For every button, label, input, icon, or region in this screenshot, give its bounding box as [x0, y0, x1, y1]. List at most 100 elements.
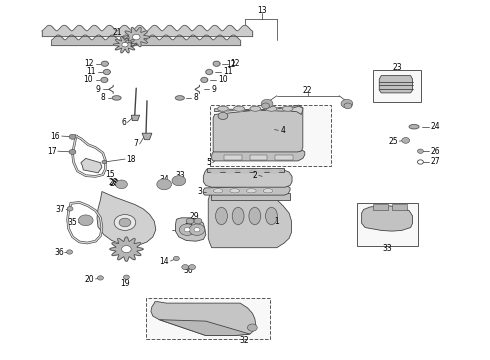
Polygon shape — [213, 61, 220, 66]
Circle shape — [67, 207, 73, 211]
Circle shape — [173, 256, 179, 261]
Text: 21: 21 — [112, 28, 122, 37]
Text: 6: 6 — [122, 118, 126, 127]
Ellipse shape — [230, 189, 240, 193]
Circle shape — [157, 179, 172, 190]
Circle shape — [417, 149, 423, 153]
Polygon shape — [212, 150, 305, 161]
Bar — [224, 155, 242, 160]
Ellipse shape — [211, 170, 220, 173]
Text: 16: 16 — [50, 132, 60, 140]
Polygon shape — [113, 36, 137, 53]
Ellipse shape — [241, 170, 249, 173]
Bar — [210, 105, 331, 166]
Text: 28: 28 — [109, 179, 119, 188]
Polygon shape — [97, 192, 156, 246]
Circle shape — [218, 112, 228, 120]
Circle shape — [186, 218, 194, 224]
Polygon shape — [203, 185, 290, 195]
Text: 11: 11 — [86, 68, 96, 77]
Text: 12: 12 — [226, 60, 236, 69]
Text: 5: 5 — [207, 158, 212, 167]
Ellipse shape — [246, 189, 256, 193]
Text: 3: 3 — [197, 187, 202, 196]
Circle shape — [189, 224, 205, 235]
Circle shape — [261, 99, 273, 108]
Polygon shape — [208, 192, 292, 248]
Circle shape — [402, 138, 410, 143]
Circle shape — [194, 228, 200, 232]
Polygon shape — [362, 206, 413, 231]
Polygon shape — [203, 169, 292, 187]
Polygon shape — [101, 61, 108, 66]
Text: 32: 32 — [239, 336, 249, 345]
Text: 28: 28 — [108, 178, 118, 187]
Text: 36: 36 — [54, 248, 64, 257]
Text: 26: 26 — [430, 147, 440, 156]
Text: 1: 1 — [274, 217, 279, 226]
Circle shape — [262, 103, 270, 109]
Circle shape — [123, 275, 129, 279]
Polygon shape — [122, 27, 150, 47]
Polygon shape — [213, 105, 303, 153]
Text: 23: 23 — [392, 63, 402, 72]
Circle shape — [67, 250, 73, 254]
Ellipse shape — [263, 189, 273, 193]
Bar — [250, 155, 267, 160]
Text: 33: 33 — [382, 244, 392, 253]
Ellipse shape — [282, 106, 293, 111]
Bar — [275, 155, 293, 160]
Bar — [373, 70, 421, 102]
Circle shape — [194, 218, 202, 224]
Ellipse shape — [218, 106, 228, 111]
Bar — [357, 203, 418, 246]
Ellipse shape — [266, 106, 277, 111]
Text: 25: 25 — [388, 136, 398, 145]
Polygon shape — [151, 302, 256, 336]
Ellipse shape — [409, 125, 419, 129]
Circle shape — [172, 176, 186, 186]
Text: 7: 7 — [133, 139, 138, 148]
Text: 30: 30 — [184, 266, 194, 275]
Polygon shape — [110, 237, 143, 261]
Text: 9: 9 — [96, 85, 100, 94]
Text: 19: 19 — [120, 279, 130, 288]
Text: 34: 34 — [159, 175, 169, 184]
Text: 8: 8 — [100, 94, 105, 102]
Bar — [207, 168, 284, 172]
Polygon shape — [201, 77, 208, 82]
Text: 35: 35 — [68, 218, 77, 227]
Text: 33: 33 — [175, 171, 185, 180]
Polygon shape — [175, 218, 206, 241]
Circle shape — [247, 324, 257, 331]
Circle shape — [98, 276, 103, 280]
Ellipse shape — [216, 207, 227, 225]
Polygon shape — [81, 158, 102, 173]
Polygon shape — [206, 69, 213, 75]
Text: 22: 22 — [303, 86, 313, 95]
Circle shape — [182, 265, 189, 270]
Text: 29: 29 — [189, 212, 199, 221]
Text: 10: 10 — [83, 76, 93, 85]
Circle shape — [122, 246, 131, 253]
Circle shape — [114, 215, 136, 230]
Text: 9: 9 — [212, 85, 217, 94]
Bar — [146, 298, 270, 339]
Text: 18: 18 — [126, 154, 136, 163]
Circle shape — [341, 99, 353, 108]
Circle shape — [122, 42, 128, 47]
Text: 4: 4 — [280, 126, 285, 135]
Ellipse shape — [226, 170, 235, 173]
Circle shape — [102, 160, 107, 164]
Polygon shape — [142, 133, 152, 140]
Ellipse shape — [213, 189, 223, 193]
Circle shape — [132, 34, 140, 40]
Text: 20: 20 — [84, 274, 94, 284]
Bar — [373, 204, 388, 210]
Ellipse shape — [234, 106, 245, 111]
Polygon shape — [101, 77, 108, 82]
Ellipse shape — [112, 96, 121, 100]
Text: 27: 27 — [430, 157, 440, 166]
Circle shape — [79, 219, 85, 224]
Circle shape — [184, 228, 190, 232]
